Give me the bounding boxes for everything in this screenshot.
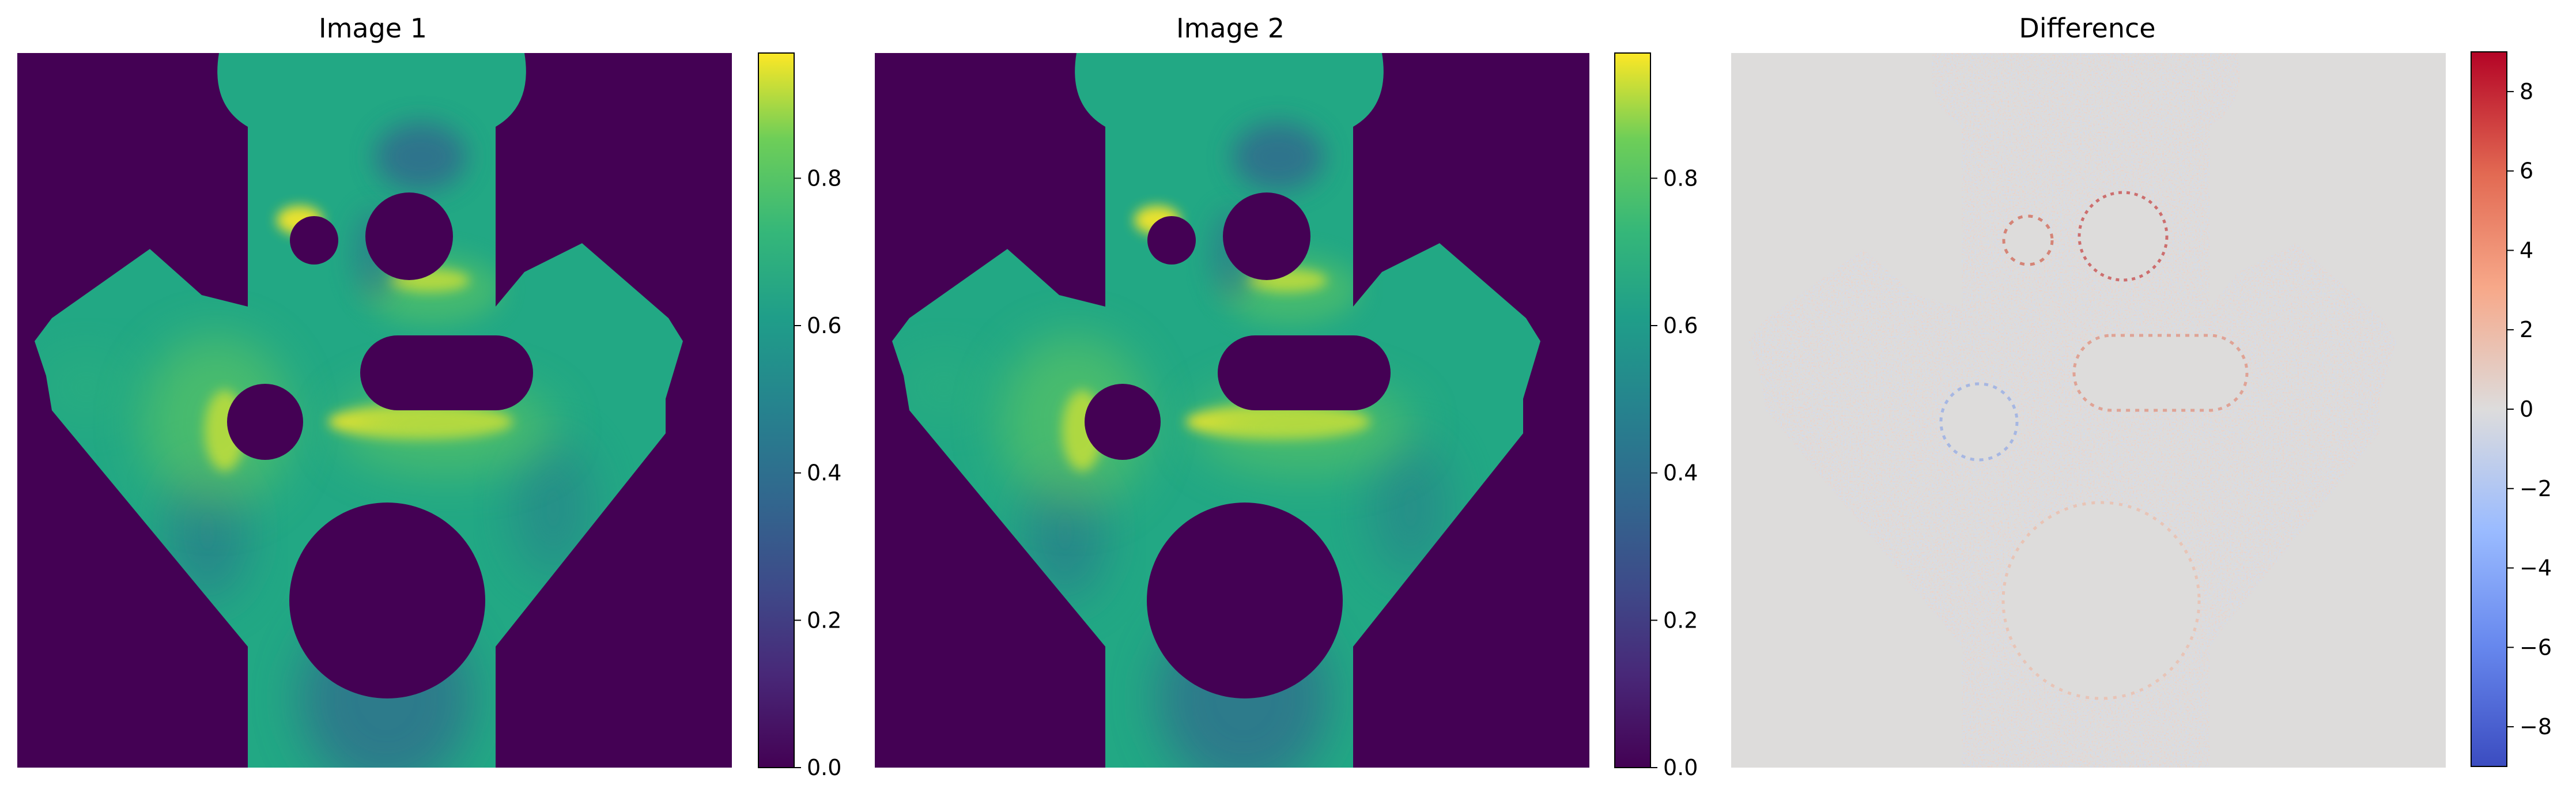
colorbar-tick-label: −6 [2520, 634, 2552, 660]
panel-title-difference: Difference [2019, 13, 2155, 44]
colorbar-ticks-image-2: 0.0 0.2 0.4 0.6 0.8 [1650, 165, 1698, 780]
heatmap-difference [1731, 53, 2446, 768]
heatmap-image-2 [875, 53, 1589, 791]
colorbar-tick-label: 2 [2520, 317, 2533, 342]
panel-image-2: Image 2 0.0 0.2 0.4 0.6 0.8 [875, 13, 1698, 791]
colorbar-tick-label: 0.6 [807, 313, 841, 338]
colorbar-difference [2471, 51, 2507, 767]
colorbar-ticks-image-1: 0.0 0.2 0.4 0.6 0.8 [794, 165, 841, 780]
colorbar-tick-label: 0.0 [807, 755, 841, 780]
colorbar-tick-label: 0.0 [1663, 755, 1698, 780]
colorbar-tick-label: 8 [2520, 79, 2533, 104]
colorbar-tick-label: 0.2 [807, 607, 841, 633]
colorbar-tick-label: 0.6 [1663, 313, 1698, 338]
colorbar-tick-label: 0.2 [1663, 607, 1698, 633]
panel-title-image-1: Image 1 [319, 13, 427, 44]
colorbar-image-1 [758, 52, 795, 768]
colorbar-image-2 [1614, 52, 1651, 768]
heatmap-image-1 [17, 53, 732, 791]
panel-image-1: Image 1 0.0 0.2 0.4 0.6 0.8 [17, 13, 841, 791]
colorbar-ticks-difference: −8 −6 −4 −2 0 2 4 6 8 [2507, 79, 2552, 739]
panel-difference: Difference −8 −6 −4 −2 0 2 4 6 8 [1731, 13, 2552, 768]
colorbar-tick-label: 0.4 [807, 460, 841, 486]
colorbar-tick-label: 0.8 [1663, 165, 1698, 191]
colorbar-tick-label: −2 [2520, 476, 2552, 501]
colorbar-tick-label: 0.8 [807, 165, 841, 191]
colorbar-tick-label: 6 [2520, 158, 2533, 184]
colorbar-tick-label: 4 [2520, 237, 2533, 263]
panel-title-image-2: Image 2 [1176, 13, 1285, 44]
colorbar-tick-label: −4 [2520, 556, 2552, 581]
colorbar-tick-label: −8 [2520, 714, 2552, 739]
colorbar-tick-label: 0 [2520, 396, 2533, 422]
colorbar-tick-label: 0.4 [1663, 460, 1698, 486]
